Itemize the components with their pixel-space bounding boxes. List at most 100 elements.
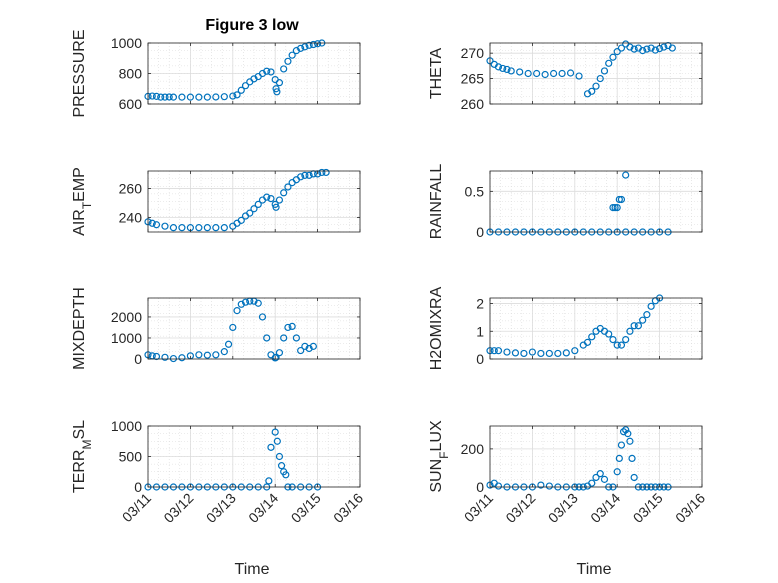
panel-theta: 260 265 270 THETA bbox=[428, 40, 703, 112]
data-point bbox=[212, 351, 220, 359]
x-tick-label: 03/14 bbox=[245, 490, 281, 526]
data-point bbox=[152, 352, 161, 361]
data-point bbox=[195, 93, 203, 101]
data-point bbox=[617, 195, 626, 204]
y-axis-label: MIXDEPTH bbox=[71, 287, 88, 370]
data-point bbox=[309, 40, 317, 49]
data-point bbox=[250, 205, 258, 213]
y-axis-label: PRESSURE bbox=[71, 29, 88, 117]
data-point bbox=[152, 92, 161, 100]
axes-box bbox=[489, 425, 703, 488]
data-point bbox=[301, 171, 309, 179]
data-point bbox=[588, 479, 596, 487]
data-point bbox=[277, 462, 286, 470]
data-point bbox=[549, 69, 558, 78]
data-point bbox=[305, 171, 313, 179]
data-point bbox=[528, 348, 537, 356]
data-point bbox=[494, 347, 503, 355]
data-point bbox=[651, 46, 659, 54]
data-point bbox=[600, 67, 609, 75]
x-tick-label: 03/16 bbox=[330, 490, 366, 526]
data-point bbox=[613, 468, 621, 476]
y-tick-label: 2 bbox=[476, 296, 484, 312]
data-point bbox=[301, 43, 309, 51]
y-tick-label: 1000 bbox=[111, 418, 142, 434]
data-point bbox=[305, 344, 313, 353]
data-point bbox=[288, 322, 296, 330]
data-point bbox=[626, 327, 634, 335]
panel-air-temp: 240 260 AIRTEMP bbox=[71, 167, 361, 236]
data-point bbox=[617, 441, 626, 449]
data-point bbox=[613, 341, 621, 349]
data-point bbox=[148, 219, 156, 227]
y-tick-label: 0 bbox=[134, 351, 142, 367]
y-tick-label: 0 bbox=[476, 351, 484, 367]
x-tick-label: 03/14 bbox=[587, 490, 623, 526]
data-point bbox=[615, 195, 623, 204]
data-point bbox=[592, 473, 600, 482]
data-point bbox=[203, 351, 211, 359]
data-point bbox=[520, 349, 528, 358]
data-point bbox=[241, 82, 250, 90]
data-point bbox=[169, 224, 178, 232]
data-point bbox=[272, 203, 280, 211]
data-point bbox=[622, 426, 630, 434]
x-tick-label: 03/15 bbox=[288, 490, 324, 526]
data-point bbox=[622, 335, 630, 344]
data-point bbox=[273, 88, 281, 96]
data-point bbox=[280, 334, 288, 342]
data-point bbox=[282, 471, 290, 479]
data-point bbox=[628, 454, 636, 463]
y-tick-label: 800 bbox=[119, 66, 143, 82]
data-point bbox=[297, 346, 305, 355]
data-point bbox=[562, 349, 570, 357]
data-point bbox=[566, 69, 575, 77]
y-axis-label: AIRTEMP bbox=[71, 167, 94, 236]
y-axis-label: TERRMSL bbox=[71, 420, 94, 493]
data-point bbox=[288, 51, 296, 59]
panel-h2omixra: 0 1 2 H2OMIXRA bbox=[428, 286, 703, 370]
data-point bbox=[494, 63, 503, 71]
data-point bbox=[617, 341, 626, 349]
data-point bbox=[292, 334, 300, 342]
data-point bbox=[271, 200, 279, 209]
axes-box bbox=[489, 170, 703, 233]
data-point bbox=[237, 300, 245, 308]
data-point bbox=[273, 437, 281, 445]
data-point bbox=[178, 93, 186, 101]
x-tick-label: 03/12 bbox=[160, 490, 196, 526]
data-point bbox=[507, 67, 515, 75]
y-axis-label: RAINFALL bbox=[428, 164, 445, 240]
data-point bbox=[233, 307, 241, 315]
data-point bbox=[545, 349, 553, 358]
data-point bbox=[622, 171, 630, 179]
data-point bbox=[220, 93, 228, 101]
x-tick-label: 03/11 bbox=[461, 490, 497, 526]
y-tick-label: 0 bbox=[476, 224, 484, 240]
data-point bbox=[660, 43, 668, 51]
data-point bbox=[258, 313, 267, 321]
data-point bbox=[605, 330, 613, 338]
data-point bbox=[558, 69, 566, 78]
data-point bbox=[647, 44, 655, 52]
data-point bbox=[600, 475, 609, 483]
y-tick-label: 260 bbox=[119, 180, 143, 196]
data-point bbox=[280, 65, 288, 73]
y-tick-label: 500 bbox=[119, 449, 143, 465]
data-point bbox=[318, 168, 326, 177]
data-point bbox=[596, 74, 604, 83]
panel-sun-flux: 0 200 SUNFLUX 03/11 03/12 03/13 03/14 03/15 03/1… bbox=[428, 420, 708, 526]
data-point bbox=[639, 316, 647, 324]
x-tick-label: 03/13 bbox=[545, 490, 581, 526]
data-point bbox=[609, 53, 617, 61]
data-point bbox=[309, 342, 317, 350]
data-point bbox=[554, 349, 562, 358]
axes-box bbox=[147, 297, 361, 360]
x-tick-label: 03/16 bbox=[672, 490, 708, 526]
data-point bbox=[624, 430, 632, 438]
data-point bbox=[229, 92, 237, 100]
data-point bbox=[284, 323, 292, 332]
figure-title: Figure 3 low bbox=[205, 17, 299, 34]
data-point bbox=[224, 340, 233, 348]
